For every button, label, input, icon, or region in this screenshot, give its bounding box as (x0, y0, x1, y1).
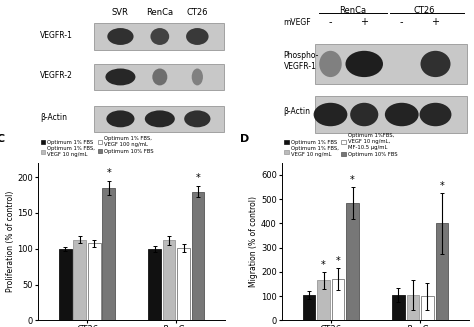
Bar (59, 249, 72, 320)
Bar (191, 192, 204, 320)
Text: -: - (400, 17, 403, 27)
Bar (163, 240, 175, 320)
Bar (316, 44, 467, 84)
Bar (407, 295, 419, 320)
Text: VEGFR-2: VEGFR-2 (40, 71, 73, 80)
Text: VEGFR-1: VEGFR-1 (40, 30, 73, 40)
Ellipse shape (186, 28, 209, 45)
Bar (392, 295, 405, 320)
Y-axis label: Migration (% of control): Migration (% of control) (249, 196, 258, 287)
Text: Phospho-
VEGFR-1: Phospho- VEGFR-1 (283, 51, 319, 71)
Bar (346, 203, 359, 320)
Text: mVEGF: mVEGF (283, 18, 311, 26)
Bar (436, 223, 448, 320)
Ellipse shape (420, 51, 450, 77)
Bar (94, 106, 224, 132)
Ellipse shape (152, 68, 167, 85)
Legend: Optimum 1% FBS, Optimum 1% FBS,
VEGF 10 ng/mL, Optimum 1%FBS,
VEGF 10 ng/mL,
MF-: Optimum 1% FBS, Optimum 1% FBS, VEGF 10 … (284, 133, 398, 157)
Bar (88, 243, 100, 320)
Text: CT26: CT26 (413, 6, 435, 15)
Text: *: * (439, 181, 444, 191)
Text: +: + (431, 17, 439, 27)
Text: *: * (321, 260, 326, 270)
Bar (148, 249, 161, 320)
Ellipse shape (107, 28, 134, 45)
Ellipse shape (419, 103, 451, 126)
Bar (316, 96, 467, 132)
Bar (421, 296, 434, 320)
Bar (102, 188, 115, 320)
Bar (332, 279, 345, 320)
Ellipse shape (350, 103, 378, 126)
Text: A: A (36, 0, 45, 2)
Text: *: * (196, 173, 201, 183)
Text: SVR: SVR (112, 8, 129, 17)
Legend: Optimum 1% FBS, Optimum 1% FBS,
VEGF 10 ng/mL, Optimum 1% FBS,
VEGF 100 ng/mL, O: Optimum 1% FBS, Optimum 1% FBS, VEGF 10 … (41, 136, 154, 157)
Bar (303, 295, 316, 320)
Bar (177, 248, 190, 320)
Ellipse shape (145, 111, 175, 127)
Ellipse shape (150, 28, 169, 45)
Text: β-Actin: β-Actin (283, 107, 310, 116)
Text: B: B (280, 0, 288, 2)
Bar (317, 281, 330, 320)
Ellipse shape (314, 103, 347, 126)
Text: *: * (107, 168, 111, 178)
Y-axis label: Proliferation (% of control): Proliferation (% of control) (6, 191, 15, 292)
Text: *: * (336, 256, 340, 267)
Text: C: C (0, 134, 5, 145)
Text: RenCa: RenCa (146, 8, 173, 17)
Ellipse shape (106, 111, 135, 127)
Text: RenCa: RenCa (339, 6, 366, 15)
Bar (94, 64, 224, 90)
Ellipse shape (346, 51, 383, 77)
Ellipse shape (184, 111, 210, 127)
Text: -: - (329, 17, 332, 27)
Text: D: D (240, 134, 250, 145)
Bar (94, 24, 224, 49)
Ellipse shape (385, 103, 419, 126)
Ellipse shape (191, 68, 203, 85)
Text: CT26: CT26 (187, 8, 208, 17)
Bar (73, 239, 86, 320)
Text: *: * (350, 175, 355, 185)
Text: +: + (360, 17, 368, 27)
Ellipse shape (105, 68, 136, 85)
Ellipse shape (319, 51, 342, 77)
Text: β-Actin: β-Actin (40, 113, 67, 122)
